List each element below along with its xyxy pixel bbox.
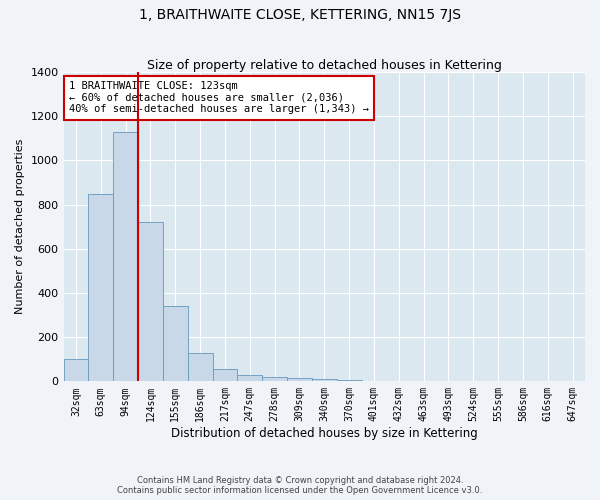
Bar <box>212 369 238 382</box>
Bar <box>113 132 138 382</box>
Title: Size of property relative to detached houses in Kettering: Size of property relative to detached ho… <box>147 59 502 72</box>
Bar <box>262 377 287 382</box>
Bar <box>362 380 386 382</box>
Y-axis label: Number of detached properties: Number of detached properties <box>15 139 25 314</box>
Text: 1 BRAITHWAITE CLOSE: 123sqm
← 60% of detached houses are smaller (2,036)
40% of : 1 BRAITHWAITE CLOSE: 123sqm ← 60% of det… <box>69 82 369 114</box>
Bar <box>64 359 88 382</box>
Text: Contains HM Land Registry data © Crown copyright and database right 2024.
Contai: Contains HM Land Registry data © Crown c… <box>118 476 482 495</box>
Bar <box>337 380 362 382</box>
Bar <box>138 222 163 382</box>
Text: 1, BRAITHWAITE CLOSE, KETTERING, NN15 7JS: 1, BRAITHWAITE CLOSE, KETTERING, NN15 7J… <box>139 8 461 22</box>
Bar <box>312 379 337 382</box>
Bar <box>188 352 212 382</box>
Bar <box>287 378 312 382</box>
Bar <box>88 194 113 382</box>
Bar <box>163 306 188 382</box>
Bar <box>238 374 262 382</box>
X-axis label: Distribution of detached houses by size in Kettering: Distribution of detached houses by size … <box>171 427 478 440</box>
